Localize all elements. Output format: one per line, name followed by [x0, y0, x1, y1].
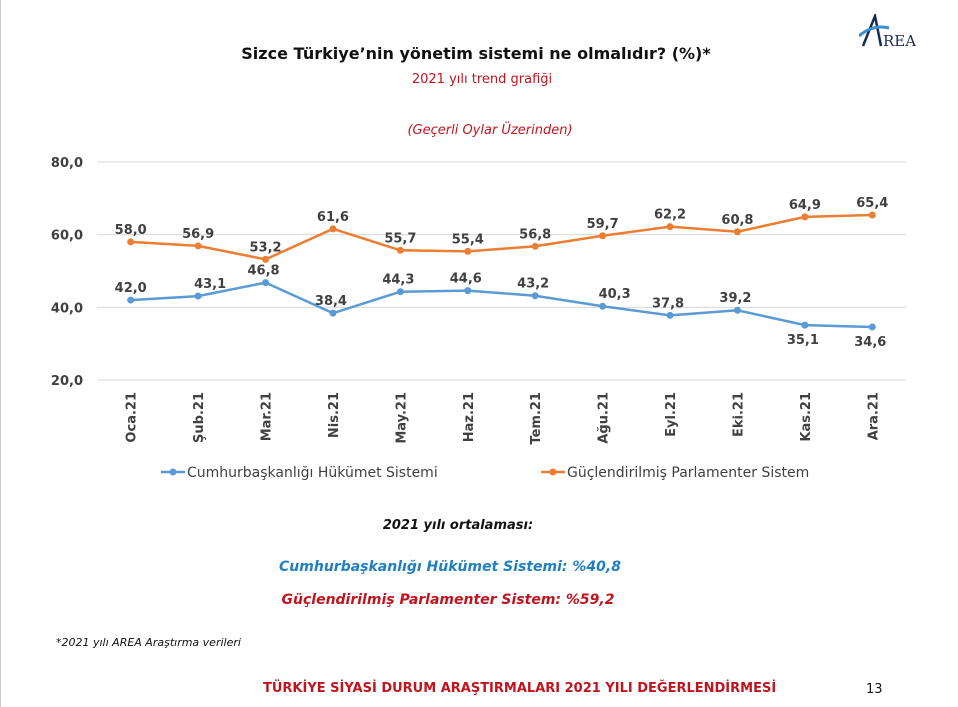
- data-label: 55,7: [384, 231, 416, 246]
- series-line: [130, 213, 873, 261]
- data-point: [329, 309, 337, 317]
- data-point: [464, 287, 472, 295]
- footnote: *2021 yılı AREA Araştırma verileri: [56, 636, 241, 649]
- data-label: 43,1: [194, 277, 226, 292]
- x-tick-label: Oca.21: [125, 392, 140, 443]
- x-tick-label: May.21: [394, 392, 409, 444]
- data-point: [396, 246, 404, 254]
- data-label: 35,1: [787, 333, 819, 348]
- data-label: 40,3: [599, 287, 631, 302]
- data-point: [127, 296, 135, 304]
- x-tick-label: Ara.21: [866, 392, 881, 440]
- average-cumhurbaskanligi: Cumhurbaşkanlığı Hükümet Sistemi: %40,8: [279, 559, 621, 575]
- x-tick-label: Kas.21: [799, 392, 814, 442]
- chart-title: Sizce Türkiye’nin yönetim sistemi ne olm…: [241, 44, 711, 63]
- data-label: 55,4: [452, 232, 484, 247]
- data-label: 60,8: [721, 213, 753, 228]
- legend-marker: [549, 468, 557, 476]
- data-point: [396, 288, 404, 296]
- data-point: [599, 232, 607, 240]
- legend-marker: [169, 468, 177, 476]
- chart-note: (Geçerli Oylar Üzerinden): [407, 123, 573, 138]
- data-point: [868, 323, 876, 331]
- x-tick-label: Haz.21: [462, 392, 477, 442]
- data-label: 34,6: [854, 335, 886, 350]
- data-label: 37,8: [652, 296, 684, 311]
- footer-title: TÜRKİYE SİYASİ DURUM ARAŞTIRMALARI 2021 …: [263, 681, 777, 696]
- data-label: 56,8: [519, 227, 551, 242]
- average-title: 2021 yılı ortalaması:: [382, 518, 534, 533]
- data-point: [194, 242, 202, 250]
- average-parlamenter: Güçlendirilmiş Parlamenter Sistem: %59,2: [281, 592, 615, 608]
- data-label: 39,2: [719, 291, 751, 306]
- data-point: [531, 242, 539, 250]
- data-point: [868, 211, 876, 219]
- data-point: [666, 311, 674, 319]
- data-point: [464, 247, 472, 255]
- data-label: 38,4: [315, 294, 347, 309]
- data-label: 43,2: [517, 277, 549, 292]
- x-tick-label: Mar.21: [260, 392, 275, 441]
- data-point: [194, 292, 202, 300]
- data-label: 62,2: [654, 208, 686, 223]
- data-point: [262, 255, 270, 263]
- data-point: [329, 225, 337, 233]
- x-tick-label: Tem.21: [529, 392, 544, 445]
- y-tick-label: 80,0: [51, 156, 83, 171]
- series-line: [130, 281, 873, 329]
- data-label: 53,2: [250, 240, 282, 255]
- page-number: 13: [866, 682, 883, 697]
- x-tick-label: Nis.21: [327, 392, 342, 438]
- data-point: [666, 223, 674, 231]
- x-tick-label: Eyl.21: [664, 392, 679, 437]
- data-label: 58,0: [115, 223, 147, 238]
- data-point: [262, 279, 270, 287]
- x-tick-label: Şub.21: [192, 392, 207, 443]
- legend-label: Güçlendirilmiş Parlamenter Sistem: [567, 465, 809, 481]
- line-chart: 20,0 40,0 60,0 80,0 Oca.21 Şub.21 Mar.21 Nis.21…: [51, 156, 906, 481]
- area-logo: REA: [858, 11, 939, 50]
- data-point: [801, 321, 809, 329]
- data-label: 61,6: [317, 210, 349, 225]
- data-label: 56,9: [182, 227, 214, 242]
- data-label: 42,0: [115, 281, 147, 296]
- data-label: 59,7: [587, 217, 619, 232]
- data-point: [531, 292, 539, 300]
- legend-label: Cumhurbaşkanlığı Hükümet Sistemi: [187, 465, 438, 481]
- data-label: 65,4: [856, 196, 888, 211]
- data-point: [599, 302, 607, 310]
- x-tick-label: Ağu.21: [597, 392, 612, 444]
- y-tick-label: 20,0: [51, 374, 83, 389]
- data-label: 46,8: [248, 264, 280, 279]
- data-point: [127, 238, 135, 246]
- chart-subtitle: 2021 yılı trend grafiği: [411, 72, 553, 87]
- data-point: [733, 306, 741, 314]
- data-point: [801, 213, 809, 221]
- data-label: 44,3: [382, 273, 414, 288]
- y-tick-label: 40,0: [51, 301, 83, 316]
- x-tick-label: Eki.21: [731, 392, 746, 437]
- y-tick-label: 60,0: [51, 229, 83, 244]
- data-point: [733, 228, 741, 236]
- svg-text:REA: REA: [883, 32, 916, 50]
- data-label: 44,6: [450, 272, 482, 287]
- data-label: 64,9: [789, 198, 821, 213]
